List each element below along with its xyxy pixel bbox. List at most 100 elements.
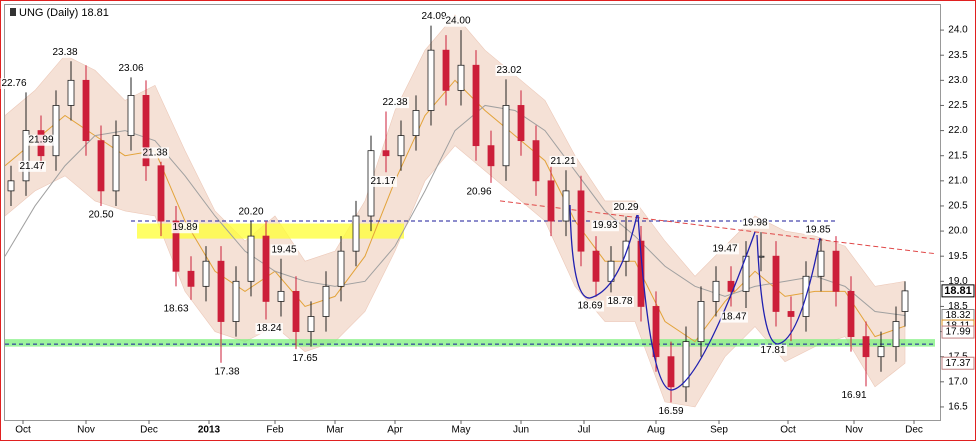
candle-body (322, 285, 330, 317)
candle-body (82, 79, 90, 142)
x-tick-label: Nov (77, 425, 95, 436)
candle-body (52, 105, 60, 157)
x-tick-label: May (452, 425, 471, 436)
price-annotation: 19.93 (592, 220, 617, 231)
price-annotation: 17.81 (760, 345, 785, 356)
cup-curve (569, 204, 638, 299)
candle-body (592, 250, 600, 282)
price-annotation: 19.47 (712, 243, 737, 254)
last-value-box (941, 356, 975, 370)
last-value-box (941, 325, 975, 339)
x-tick-label: Feb (266, 425, 284, 436)
candle-body (652, 306, 660, 358)
candle-body (397, 135, 405, 157)
y-tick-label: 21.0 (948, 175, 968, 186)
price-annotation: 18.63 (163, 304, 188, 315)
candle-body (562, 190, 570, 222)
price-annotation: 18.69 (577, 301, 602, 312)
x-tick-label: Sep (710, 425, 728, 436)
plot-border (4, 4, 941, 421)
annotation-bg (291, 352, 319, 364)
last-value-box (941, 284, 975, 298)
annotation-bg (576, 300, 604, 312)
annotation-bg (720, 311, 748, 323)
annotation-bg (0, 78, 28, 90)
last-value-label: 18.81 (944, 285, 972, 297)
y-tick-label: 20.0 (948, 226, 968, 237)
annotation-bg (141, 147, 169, 159)
last-value-label: 18.32 (945, 310, 970, 321)
candle-body (352, 215, 360, 252)
price-annotation: 18.78 (607, 296, 632, 307)
price-annotation: 21.99 (28, 135, 53, 146)
candle-body (457, 64, 465, 91)
x-tick-label: Oct (15, 425, 31, 436)
candle-body (337, 250, 345, 287)
candle-body (847, 290, 855, 337)
price-annotation: 19.98 (742, 218, 767, 229)
candle-body (517, 105, 525, 142)
y-tick-label: 22.5 (948, 100, 968, 111)
annotation-bg (444, 15, 472, 27)
annotation-bg (840, 389, 868, 401)
candle-body (217, 260, 225, 322)
y-tick-label: 24.0 (948, 25, 968, 36)
candle-body (472, 64, 480, 147)
price-annotation: 18.24 (256, 323, 281, 334)
x-tick-label: Jun (513, 425, 529, 436)
annotation-bg (657, 406, 685, 418)
annotation-bg (213, 366, 241, 378)
y-tick-label: 23.0 (948, 75, 968, 86)
annotation-bg (759, 344, 787, 356)
y-tick-label: 23.5 (948, 50, 968, 61)
candle-body (697, 301, 705, 343)
candle-body (772, 255, 780, 312)
y-tick-label: 18.5 (948, 301, 968, 312)
price-annotation: 19.85 (805, 224, 830, 235)
price-annotation: 23.38 (52, 47, 77, 58)
candle-body (502, 105, 510, 167)
candle-body (112, 135, 120, 192)
candle-body (172, 220, 180, 272)
price-annotation: 21.17 (370, 176, 395, 187)
annotation-bg (87, 209, 115, 221)
price-annotation: 16.59 (658, 406, 683, 417)
annotation-bg (270, 244, 298, 256)
zone (137, 223, 404, 239)
candle-body (832, 250, 840, 292)
candle-body (427, 49, 435, 111)
candle-body (142, 95, 150, 167)
annotation-bg (606, 296, 634, 308)
candle-body (577, 190, 585, 252)
moving-average (4, 104, 906, 316)
price-annotation: 17.38 (214, 366, 239, 377)
annotation-bg (51, 46, 79, 58)
annotation-bg (591, 220, 619, 232)
price-annotation: 20.96 (466, 186, 491, 197)
y-tick-label: 16.5 (948, 402, 968, 413)
annotation-bg (549, 155, 577, 167)
annotation-bg (162, 303, 190, 315)
price-annotation: 21.38 (142, 147, 167, 158)
price-annotation: 20.50 (88, 210, 113, 221)
title-icon (10, 8, 16, 16)
candle-body (22, 130, 30, 182)
price-annotation: 22.76 (1, 78, 26, 89)
annotation-bg (420, 11, 448, 23)
candle-body (7, 180, 15, 192)
candle-body (127, 95, 135, 137)
candle-body (67, 79, 75, 106)
last-value-label: 17.37 (945, 358, 970, 369)
candle-body (547, 180, 555, 222)
price-annotation: 23.06 (118, 63, 143, 74)
price-annotation: 18.47 (721, 312, 746, 323)
candle-body (412, 110, 420, 137)
x-tick-label: Aug (647, 425, 665, 436)
annotation-bg (369, 175, 397, 187)
annotation-bg (27, 134, 55, 146)
candle-body (667, 356, 675, 388)
y-tick-label: 21.5 (948, 150, 968, 161)
annotation-bg (171, 222, 199, 234)
candle-body (232, 280, 240, 322)
